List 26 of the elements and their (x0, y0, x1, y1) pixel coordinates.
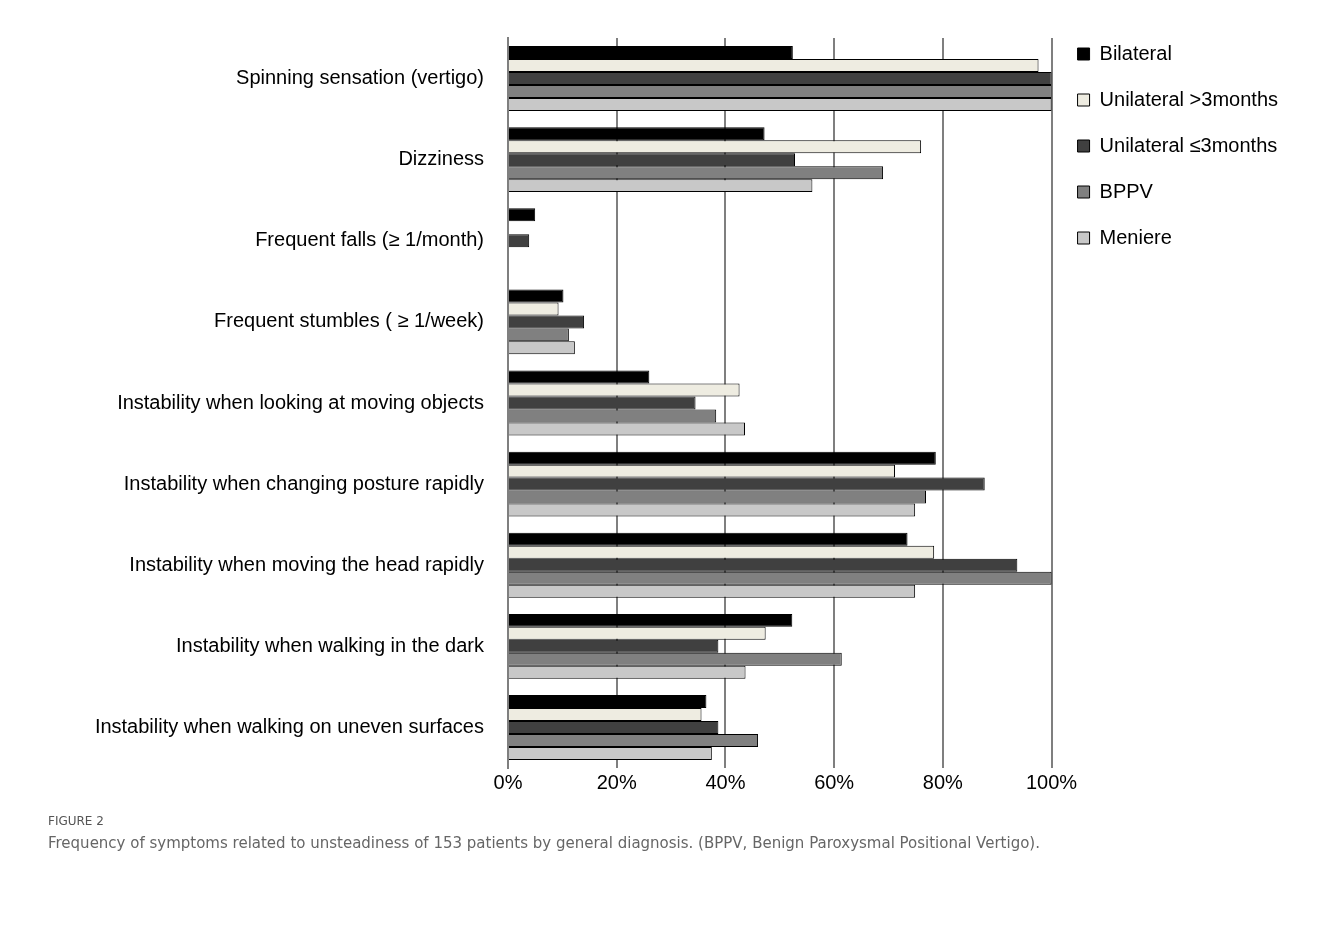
bar (509, 208, 536, 222)
bar (509, 127, 765, 141)
y-tick-label: Instability when moving the head rapidly (129, 552, 484, 575)
y-tick-label: Instability when walking in the dark (176, 633, 485, 656)
legend-label: Unilateral >3months (1099, 87, 1279, 110)
caption: FIGURE 2 (48, 814, 105, 828)
bar (509, 289, 564, 303)
bar (509, 613, 793, 627)
y-tick-label: Instability when walking on uneven surfaces (94, 714, 484, 737)
text: Frequency of symptoms related to unsteadiness of 153 patients by general diagnosis. (BPPV, Benign Paroxysmal Positional Vertigo). (48, 834, 1041, 852)
y-tick-label: Instability when looking at moving objects (117, 390, 484, 413)
y-tick-label: Instability when changing posture rapidly (123, 471, 484, 494)
legend-label: Unilateral ≤3months (1099, 133, 1278, 156)
y-tick-label: Spinning sensation (vertigo) (236, 66, 484, 89)
y-tick-label: Frequent stumbles ( ≥ 1/week) (214, 309, 484, 332)
x-tick-label: 100% (1025, 770, 1078, 793)
y-tick-label: Frequent falls (≥ 1/month) (255, 228, 484, 251)
legend-label: Bilateral (1099, 41, 1172, 64)
legend-label: BPPV (1099, 179, 1154, 202)
legend-label: Meniere (1099, 225, 1172, 248)
x-tick-label: 20% (596, 770, 637, 793)
x-tick-label: 60% (814, 770, 855, 793)
x-tick-label: 0% (493, 770, 523, 793)
x-tick-label: 40% (705, 770, 746, 793)
x-tick-label: 80% (922, 770, 964, 793)
y-tick-label: Dizziness (398, 147, 484, 170)
